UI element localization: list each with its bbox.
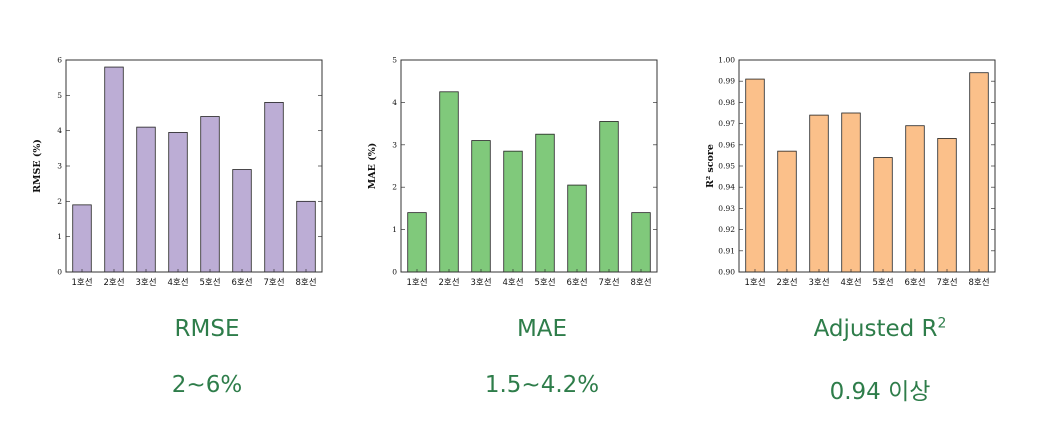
rmse-y-tick-label: 3 [57, 162, 62, 171]
rmse-x-tick-label: 1호선 [71, 278, 92, 288]
rmse-chart-svg: 0 1 2 3 4 5 6 1호선 2호선 3호선 4호선 5호선 6호선 7호선 8호선 RMSE (%) [32, 56, 323, 288]
r2-bar [809, 114, 829, 273]
rmse-bar [104, 66, 124, 273]
rmse-x-tick-label: 7호선 [263, 278, 284, 288]
r2-caption-superscript: 2 [937, 315, 947, 332]
mae-y-axis-label: MAE (%) [367, 143, 378, 189]
rmse-bar [200, 116, 220, 273]
mae-y-tick-label: 0 [392, 268, 397, 277]
r2-y-tick-label: 0.95 [718, 162, 735, 171]
r2-y-tick-label: 0.91 [718, 246, 735, 255]
mae-bar [407, 212, 427, 273]
r2-x-tick-label: 3호선 [808, 278, 829, 288]
r2-y-tick-label: 0.96 [718, 140, 735, 149]
mae-bar [567, 184, 587, 273]
r2-x-tick-label: 6호선 [904, 278, 925, 288]
r2-x-tick-label: 4호선 [840, 278, 861, 288]
mae-chart: 0 1 2 3 4 5 1호선 2호선 3호선 4호선 5호선 6호선 7호선 8호선 MAE (%) [355, 40, 675, 300]
r2-caption-range-text: 0.94 이상 [829, 379, 931, 405]
rmse-x-tick-label: 5호선 [199, 278, 220, 288]
mae-plot-frame [400, 59, 658, 273]
r2-caption-title: Adjusted R2 [720, 316, 1040, 342]
r2-y-tick-label: 1.00 [718, 56, 735, 65]
rmse-bar [136, 126, 156, 273]
rmse-x-tick-label: 4호선 [167, 278, 188, 288]
r2-y-tick-label: 0.93 [718, 204, 735, 213]
mae-bar [439, 91, 459, 273]
r2-x-tick-label: 7호선 [936, 278, 957, 288]
r2-caption-title-text: Adjusted R [813, 316, 938, 342]
mae-bar [535, 133, 555, 273]
mae-caption-range: 1.5~4.2% [382, 372, 702, 398]
mae-bar [471, 140, 491, 273]
mae-y-tick-label: 1 [392, 225, 397, 234]
rmse-x-tick-label: 3호선 [135, 278, 156, 288]
mae-chart-svg: 0 1 2 3 4 5 1호선 2호선 3호선 4호선 5호선 6호선 7호선 8호선 MAE (%) [367, 56, 658, 288]
rmse-bar [72, 204, 92, 273]
mae-x-tick-label: 8호선 [630, 278, 651, 288]
r2-y-tick-label: 0.97 [718, 119, 735, 128]
rmse-x-tick-label: 2호선 [103, 278, 124, 288]
r2-y-tick-label: 0.99 [718, 77, 735, 86]
rmse-y-tick-label: 5 [57, 91, 62, 100]
r2-y-axis-label: R² score [705, 144, 716, 188]
rmse-y-tick-label: 2 [57, 197, 62, 206]
r2-bar [841, 112, 861, 273]
r2-bar [905, 125, 925, 273]
rmse-chart: 0 1 2 3 4 5 6 1호선 2호선 3호선 4호선 5호선 6호선 7호선 8호선 RMSE (%) [20, 40, 340, 300]
mae-x-tick-label: 2호선 [438, 278, 459, 288]
r2-plot-frame [738, 59, 996, 273]
rmse-caption-title-text: RMSE [174, 316, 240, 342]
r2-chart: 0.90 0.91 0.92 0.93 0.94 0.95 0.96 0.97 0.98 0.99… [693, 40, 1013, 300]
r2-bar [969, 72, 989, 273]
r2-x-tick-label: 1호선 [744, 278, 765, 288]
r2-y-tick-label: 0.98 [718, 98, 735, 107]
rmse-bar [264, 102, 284, 273]
mae-bar [503, 150, 523, 273]
rmse-bar [296, 200, 316, 273]
mae-x-tick-label: 3호선 [470, 278, 491, 288]
r2-y-tick-label: 0.94 [718, 183, 735, 192]
mae-caption-title-text: MAE [516, 316, 568, 342]
mae-y-tick-label: 5 [392, 56, 397, 65]
mae-x-tick-label: 6호선 [566, 278, 587, 288]
r2-x-tick-label: 8호선 [968, 278, 989, 288]
r2-y-tick-label: 0.90 [718, 268, 735, 277]
mae-caption-range-text: 1.5~4.2% [484, 372, 600, 398]
rmse-caption-title: RMSE [47, 316, 367, 342]
r2-bar [873, 157, 893, 273]
rmse-caption-range-text: 2~6% [171, 372, 243, 398]
rmse-y-tick-label: 1 [57, 232, 62, 241]
mae-bar [631, 212, 651, 273]
r2-x-tick-label: 2호선 [776, 278, 797, 288]
mae-y-tick-label: 4 [392, 98, 397, 107]
mae-x-tick-label: 7호선 [598, 278, 619, 288]
rmse-y-tick-label: 0 [57, 268, 62, 277]
r2-y-tick-label: 0.92 [718, 225, 735, 234]
mae-bar [599, 121, 619, 273]
r2-bar [745, 78, 765, 273]
rmse-bar [168, 132, 188, 273]
mae-x-tick-label: 4호선 [502, 278, 523, 288]
mae-x-tick-label: 5호선 [534, 278, 555, 288]
rmse-plot-frame [65, 59, 323, 273]
r2-chart-svg: 0.90 0.91 0.92 0.93 0.94 0.95 0.96 0.97 0.98 0.99… [705, 56, 996, 288]
rmse-bar [232, 169, 252, 273]
r2-bar [937, 138, 957, 273]
r2-caption-range: 0.94 이상 [720, 372, 1040, 406]
rmse-y-tick-label: 4 [57, 126, 62, 135]
rmse-x-tick-label: 6호선 [231, 278, 252, 288]
r2-bar [777, 150, 797, 273]
rmse-y-tick-label: 6 [57, 56, 62, 65]
mae-y-tick-label: 3 [392, 140, 397, 149]
mae-x-tick-label: 1호선 [406, 278, 427, 288]
mae-y-tick-label: 2 [392, 183, 397, 192]
rmse-caption-range: 2~6% [47, 372, 367, 398]
mae-caption-title: MAE [382, 316, 702, 342]
rmse-x-tick-label: 8호선 [295, 278, 316, 288]
r2-x-tick-label: 5호선 [872, 278, 893, 288]
rmse-y-axis-label: RMSE (%) [32, 139, 43, 193]
